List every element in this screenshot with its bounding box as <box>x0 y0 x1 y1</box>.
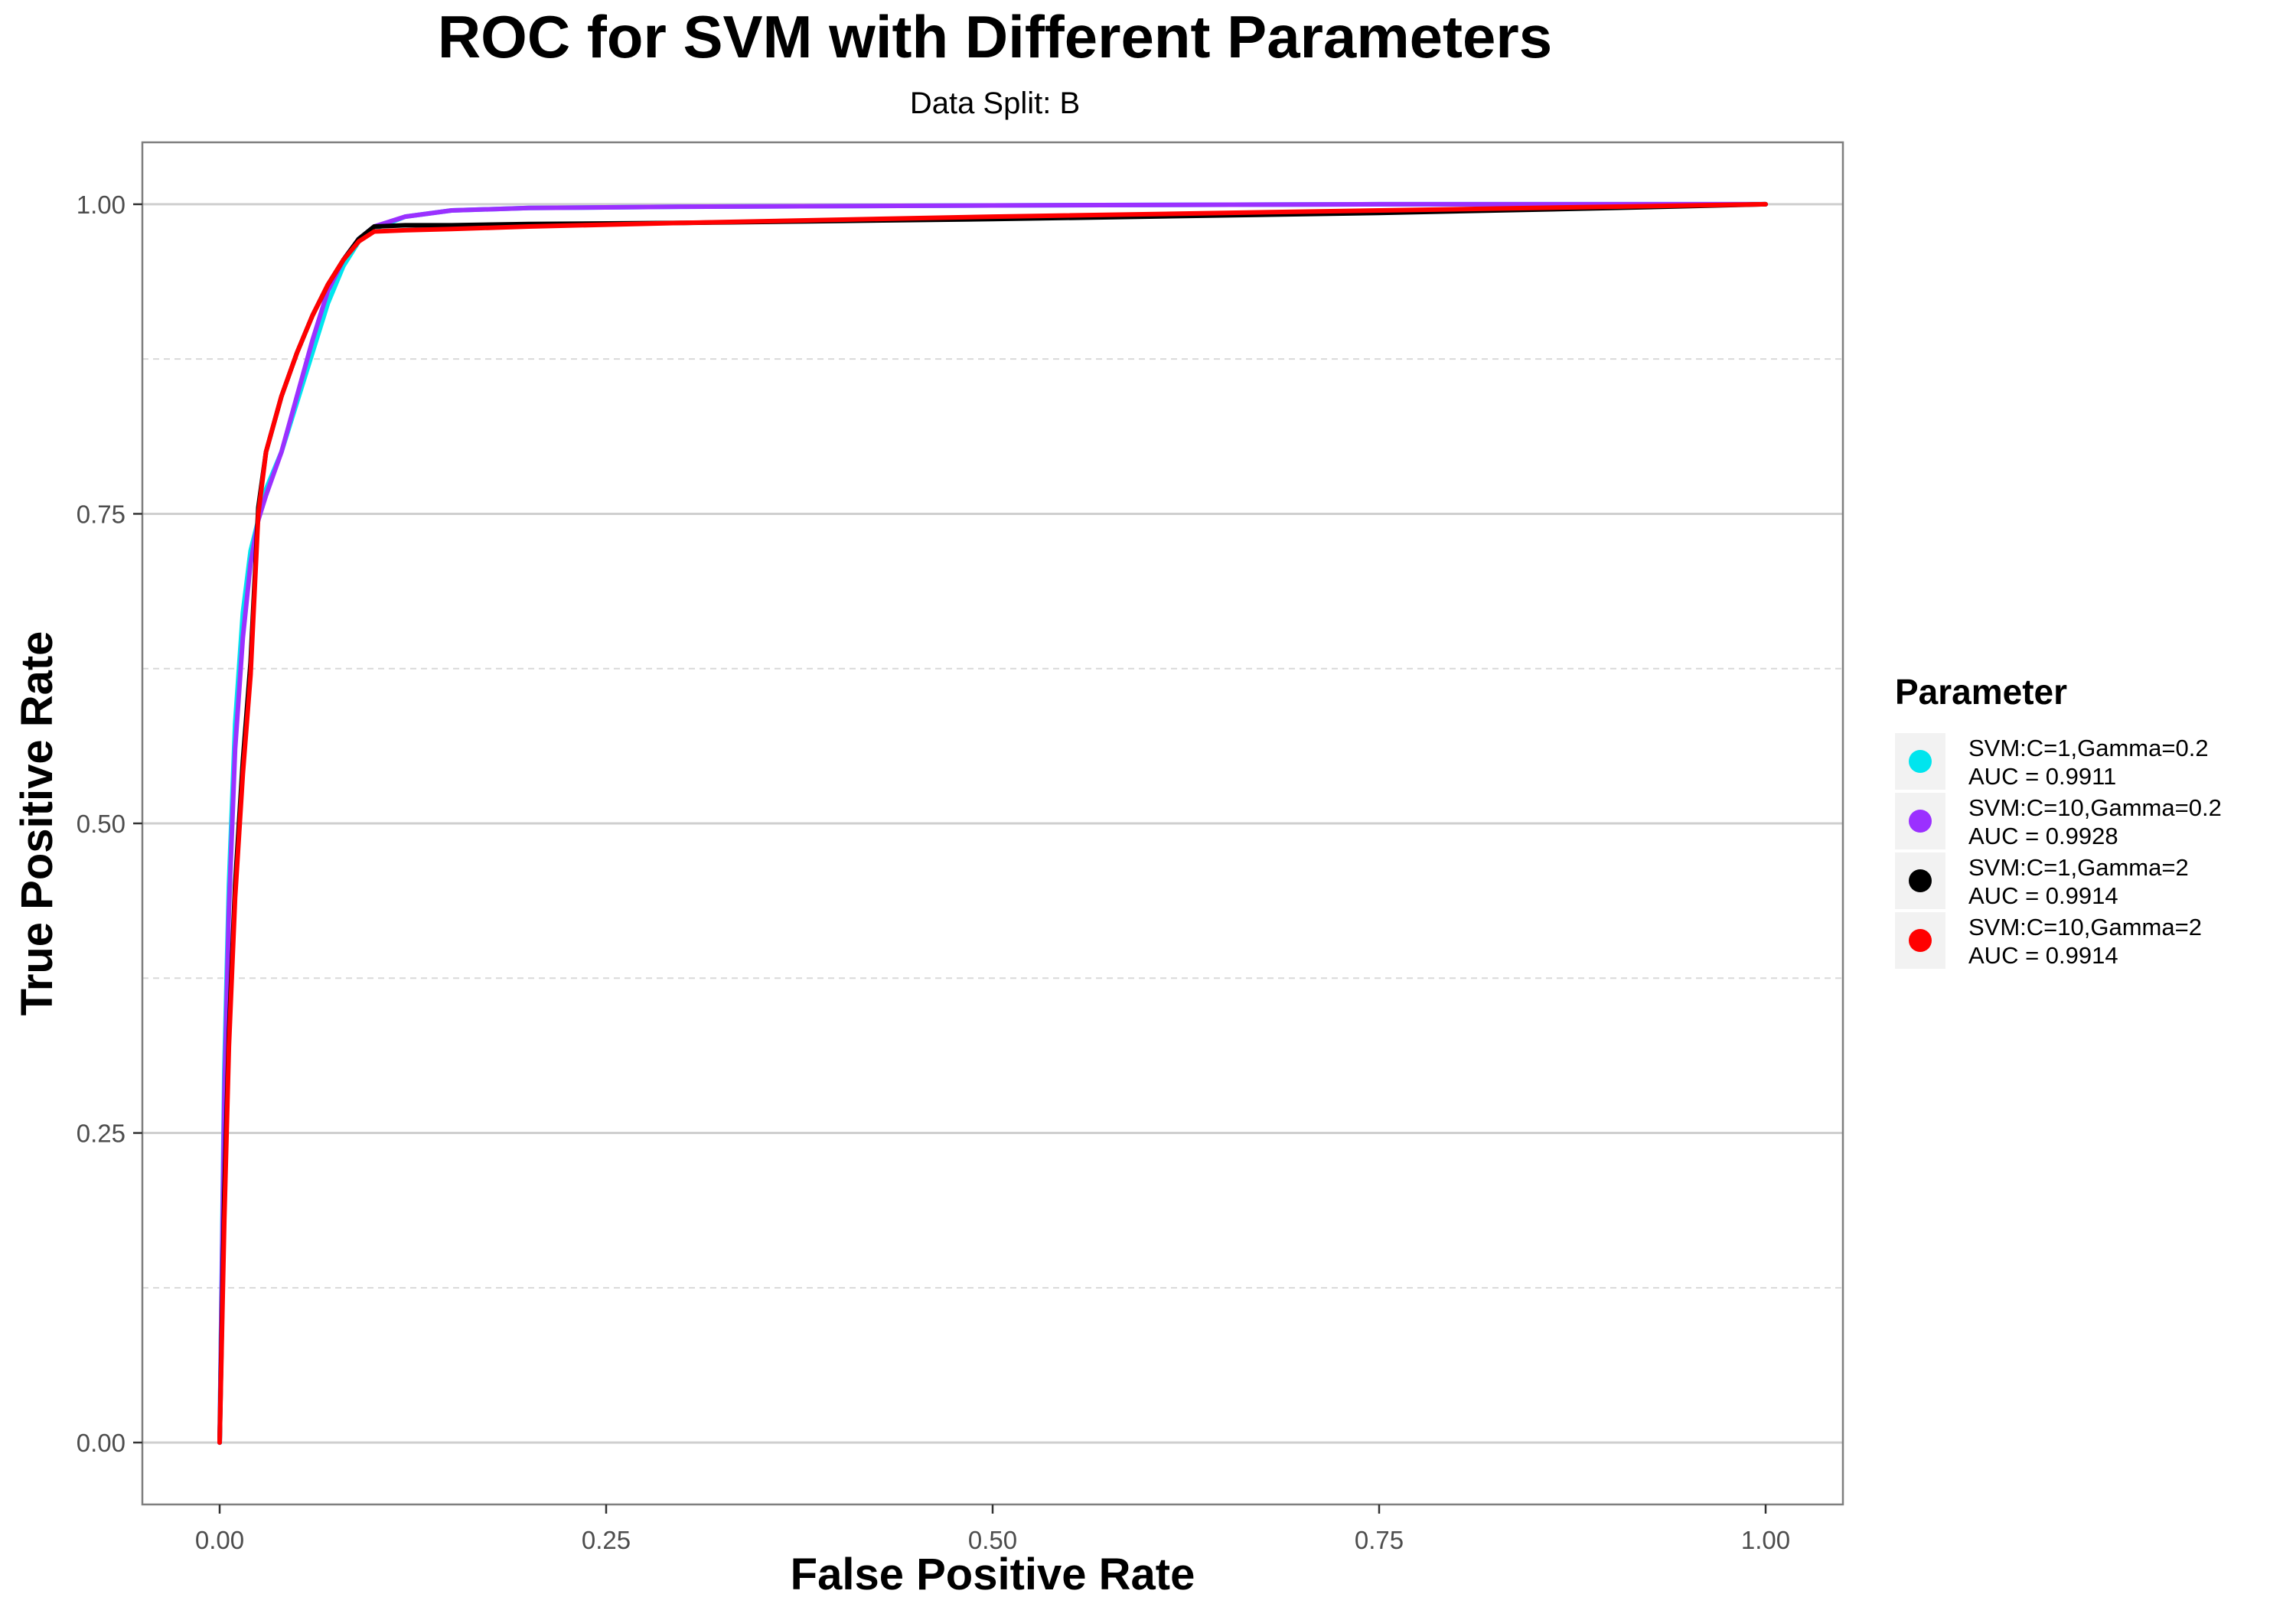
legend-series-name: SVM:C=10,Gamma=2 <box>1968 914 2202 940</box>
legend-series-auc: AUC = 0.9911 <box>1968 763 2116 790</box>
legend-key-marker <box>1909 929 1932 952</box>
legend-series-name: SVM:C=1,Gamma=2 <box>1968 854 2189 881</box>
y-tick-label: 0.25 <box>77 1120 126 1148</box>
legend-series-auc: AUC = 0.9914 <box>1968 882 2118 909</box>
axis-layer: 0.00 0.25 0.50 0.75 1.00 0.00 0.25 0.50 0.75 1.00 <box>77 191 1790 1554</box>
roc-curve-line <box>217 201 1768 1446</box>
x-tick-label: 0.00 <box>195 1526 244 1554</box>
chart-subtitle: Data Split: B <box>910 86 1080 120</box>
legend-key-marker <box>1909 750 1932 773</box>
legend-key-marker <box>1909 869 1932 892</box>
x-tick-label: 0.25 <box>582 1526 631 1554</box>
chart-title: ROC for SVM with Different Parameters <box>438 3 1552 70</box>
legend-key-marker <box>1909 810 1932 833</box>
legend-title: Parameter <box>1895 672 2067 712</box>
series-layer <box>217 201 1768 1446</box>
grid-layer <box>142 203 1843 1444</box>
x-tick-label: 0.50 <box>968 1526 1017 1554</box>
legend-series-auc: AUC = 0.9928 <box>1968 823 2118 849</box>
legend-series-name: SVM:C=1,Gamma=0.2 <box>1968 735 2209 761</box>
x-tick-label: 0.75 <box>1355 1526 1404 1554</box>
x-axis-title: False Positive Rate <box>791 1550 1195 1599</box>
y-axis-title: True Positive Rate <box>12 631 62 1016</box>
y-tick-label: 0.75 <box>77 500 126 528</box>
x-tick-label: 1.00 <box>1741 1526 1790 1554</box>
y-tick-label: 0.00 <box>77 1429 126 1457</box>
roc-curve-line <box>217 201 1768 1446</box>
legend-series-auc: AUC = 0.9914 <box>1968 942 2118 969</box>
y-tick-label: 1.00 <box>77 191 126 219</box>
y-tick-label: 0.50 <box>77 810 126 838</box>
legend-series-name: SVM:C=10,Gamma=0.2 <box>1968 794 2222 821</box>
